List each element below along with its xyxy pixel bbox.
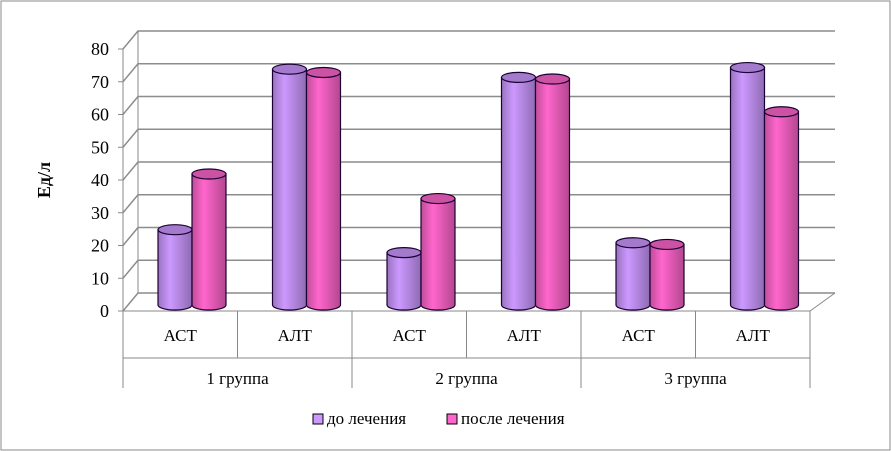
bar-top-0 <box>157 224 193 236</box>
bar-top-0 <box>500 71 537 83</box>
bar-top-1 <box>191 168 227 180</box>
legend-label-0: до лечения <box>327 409 406 428</box>
bar-top-0 <box>615 237 651 249</box>
group-label: 2 группа <box>435 369 498 388</box>
bar-top-0 <box>729 61 766 74</box>
y-axis-label: Ед/л <box>34 162 54 198</box>
bar-0 <box>157 229 193 311</box>
bar-0 <box>271 68 308 311</box>
y-tick-label: 60 <box>91 105 109 125</box>
bar-top-0 <box>271 63 308 75</box>
y-tick-label: 20 <box>91 236 109 256</box>
bar-top-1 <box>305 66 342 79</box>
bar-1 <box>305 71 342 311</box>
category-label: АЛТ <box>736 326 771 345</box>
bar-1 <box>191 173 227 311</box>
y-tick-label: 50 <box>91 137 109 157</box>
legend-swatch-1 <box>446 413 458 425</box>
bar-top-1 <box>534 73 571 85</box>
y-tick-label: 80 <box>91 39 109 59</box>
bar-top-1 <box>649 238 685 251</box>
y-tick-label: 70 <box>91 72 109 92</box>
bar-0 <box>729 66 766 311</box>
bar-1 <box>649 243 685 311</box>
category-label: АСТ <box>622 326 656 345</box>
group-label: 3 группа <box>664 369 727 388</box>
bar-0 <box>615 242 651 311</box>
bar-top-0 <box>386 247 422 259</box>
bar-1 <box>534 78 571 311</box>
legend-swatch-0 <box>312 413 324 425</box>
y-tick-label: 10 <box>91 268 109 288</box>
y-tick-label: 30 <box>91 203 109 223</box>
group-label: 1 группа <box>206 369 269 388</box>
legend-label-1: после лечения <box>461 409 565 428</box>
bar-top-1 <box>420 192 456 205</box>
y-tick-label: 40 <box>91 170 109 190</box>
bar-top-1 <box>763 106 800 118</box>
bar-1 <box>763 111 800 311</box>
bar-1 <box>420 197 456 311</box>
category-label: АСТ <box>393 326 427 345</box>
category-label: АСТ <box>164 326 198 345</box>
bar-0 <box>386 252 422 311</box>
bar-0 <box>500 76 537 311</box>
category-label: АЛТ <box>507 326 542 345</box>
floor-edge <box>809 292 836 312</box>
category-label: АЛТ <box>278 326 313 345</box>
y-tick-label: 0 <box>100 301 109 321</box>
